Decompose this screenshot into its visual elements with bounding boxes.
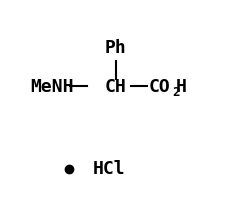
Text: CO: CO xyxy=(149,78,171,96)
Text: 2: 2 xyxy=(172,86,179,99)
Text: HCl: HCl xyxy=(92,160,125,178)
Text: Ph: Ph xyxy=(105,39,126,57)
Text: CH: CH xyxy=(105,78,126,96)
Text: MeNH: MeNH xyxy=(30,78,73,96)
Text: H: H xyxy=(176,78,187,96)
